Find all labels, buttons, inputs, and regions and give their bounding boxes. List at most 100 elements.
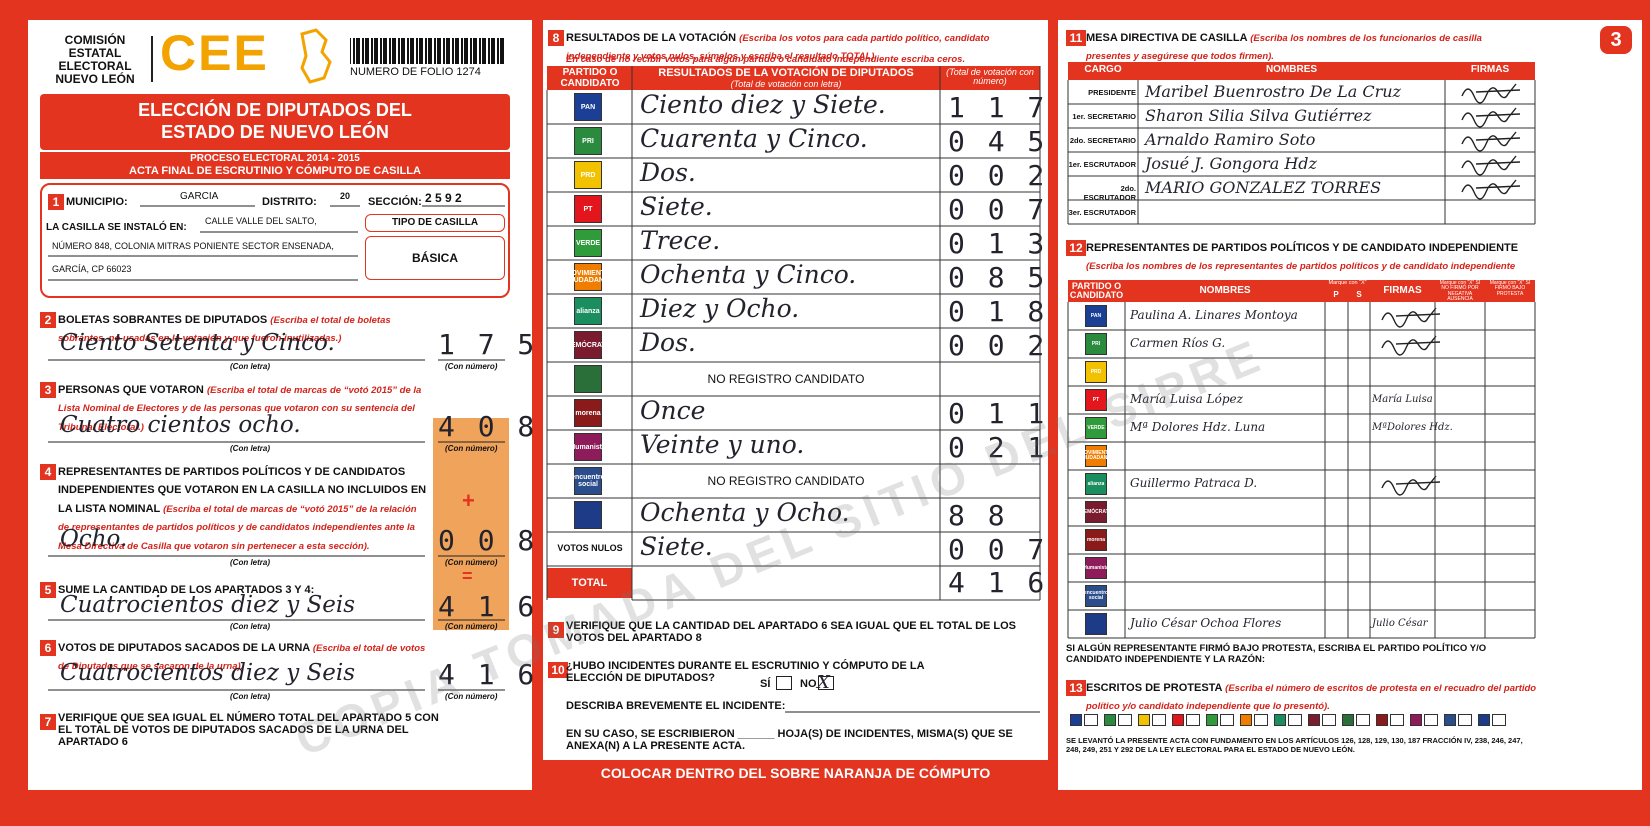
party-label: morena — [1086, 536, 1106, 543]
handwritten-letra: Ochenta y Cinco. — [640, 260, 857, 289]
folio: NUMERO DE FOLIO 1274 — [350, 66, 481, 78]
party-label: PT — [1092, 396, 1100, 403]
section-number: 5 — [40, 582, 56, 598]
orange-column — [433, 418, 509, 630]
tipo-box — [365, 236, 505, 280]
cargo: 1er. ESCRUTADOR — [1068, 160, 1136, 169]
signature-text: María Luisa — [1372, 394, 1433, 405]
total-cell — [547, 568, 632, 598]
party-label: alianza — [576, 307, 600, 315]
section-text: VERIFIQUE QUE LA CANTIDAD DEL APARTADO 6… — [566, 620, 1017, 644]
party-label: VERDE — [1087, 424, 1105, 431]
party-logo — [1085, 361, 1107, 383]
label: TIPO DE CASILLA — [391, 217, 479, 228]
name: MARIO GONZALEZ TORRES — [1145, 178, 1382, 197]
address: NÚMERO 848, COLONIA MITRAS PONIENTE SECT… — [52, 241, 334, 251]
note: (Escriba el total de votos de Diputados … — [58, 643, 426, 673]
letra: NO REGISTRO CANDIDATO — [707, 372, 865, 386]
option: NO — [800, 678, 817, 690]
party-label: DEMÓCRATA — [1085, 508, 1107, 515]
cargo: 1er. SECRETARIO — [1072, 112, 1136, 121]
caption: (Con letra) — [230, 692, 270, 701]
name: Maribel Buenrostro De La Cruz — [1145, 82, 1401, 101]
section-number: 10 — [548, 662, 568, 678]
tipo-label-box — [365, 214, 505, 232]
note: (Escriba el total de marcas de “votó 201… — [58, 503, 417, 552]
party-label: VOTOS NULOS — [557, 543, 623, 553]
handwritten-numero: 4 1 6 — [438, 590, 538, 623]
handwritten-numero: 0 2 1 — [948, 431, 1048, 464]
note: SI ALGÚN REPRESENTANTE FIRMÓ BAJO PROTES… — [1066, 643, 1487, 665]
party-logo-small — [1444, 714, 1456, 726]
label: LA CASILLA SE INSTALÓ EN: — [46, 222, 187, 233]
signature-text: Julio César — [1372, 618, 1428, 629]
party-logo — [574, 93, 602, 121]
letra: NO REGISTRO CANDIDATO — [707, 474, 865, 488]
party-logo-small — [1410, 714, 1422, 726]
handwritten-letra: Cuarenta y Cinco. — [640, 124, 868, 153]
note: En caso de no recibir votos para algún p… — [566, 54, 966, 65]
name: Carmen Ríos G. — [1130, 336, 1226, 350]
total-value: 4 1 6 — [948, 566, 1048, 599]
protest-box — [1152, 714, 1166, 726]
party-logo — [1085, 501, 1107, 523]
column-header: NOMBRES — [1265, 64, 1318, 75]
section-number: 8 — [548, 30, 564, 46]
party-label: VERDE — [575, 239, 601, 247]
option: SÍ — [760, 678, 771, 690]
name: María Luisa López — [1130, 392, 1243, 406]
column-header: PARTIDO O CANDIDATO — [560, 67, 620, 89]
party-label: alianza — [1087, 480, 1105, 487]
party-label: encuentro social — [1085, 590, 1107, 601]
section-number: 7 — [40, 714, 56, 730]
handwritten-numero: 4 0 8 — [438, 410, 538, 443]
column-header: Marque con “X” SI NO FIRMÓ POR NEGATIVA … — [1439, 280, 1481, 302]
handwritten-letra: Siete. — [640, 192, 713, 221]
party-logo — [1085, 585, 1107, 607]
page-number: 3 — [1610, 29, 1622, 51]
name: Guillermo Patraca D. — [1130, 476, 1258, 490]
section-number: 3 — [40, 382, 56, 398]
text-block: ESCRITOS DE PROTESTA (Escriba el número … — [1086, 678, 1541, 715]
party-logo — [574, 501, 602, 529]
party-logo — [1085, 473, 1107, 495]
caption: (Con letra) — [230, 558, 270, 567]
label: SECCIÓN: — [368, 196, 422, 208]
column-header: FIRMAS — [1470, 64, 1510, 75]
value: GARCIA — [180, 191, 219, 202]
handwritten-numero: 0 1 8 — [948, 295, 1048, 328]
org-name: COMISIÓN ESTATAL ELECTORAL NUEVO LEÓN — [55, 33, 135, 86]
column-header: S — [1356, 290, 1362, 299]
checkbox — [776, 676, 792, 690]
signature-text: MªDolores Hdz. — [1372, 422, 1453, 433]
caption: (Con número) — [445, 362, 498, 371]
caption: (Con número) — [445, 558, 498, 567]
note: (Escriba el total de boletas sobrantes, … — [58, 315, 391, 345]
protest-box — [1186, 714, 1200, 726]
table-header — [1068, 280, 1535, 302]
column-header: NOMBRES — [1199, 285, 1251, 296]
section-number: 11 — [1066, 30, 1086, 46]
handwritten-numero: 4 1 6 — [438, 658, 538, 691]
section-text: VERIFIQUE QUE SEA IGUAL EL NÚMERO TOTAL … — [58, 712, 439, 748]
handwritten-letra: Cuatro cientos ocho. — [60, 412, 301, 438]
handwritten-letra: Ciento diez y Siete. — [640, 90, 886, 119]
party-label: encuentro social — [574, 474, 602, 488]
caption: (Con letra) — [230, 362, 270, 371]
cargo: 3er. ESCRUTADOR — [1068, 208, 1136, 217]
party-logo-small — [1240, 714, 1252, 726]
handwritten-numero: 0 0 2 — [948, 159, 1048, 192]
party-logo — [574, 263, 602, 291]
protest-box — [1084, 714, 1098, 726]
protest-box — [1492, 714, 1506, 726]
handwritten-letra: Diez y Ocho. — [640, 294, 800, 323]
name: Julio César Ochoa Flores — [1130, 616, 1282, 630]
party-logo — [574, 467, 602, 495]
title-band — [40, 94, 510, 150]
column-header: PARTIDO O CANDIDATO — [1069, 281, 1124, 301]
column-header: Marque con “X” — [1328, 280, 1367, 286]
handwritten-numero: 1 1 7 — [948, 91, 1048, 124]
handwritten-letra: Dos. — [640, 328, 696, 357]
note: (Escriba el total de marcas de “votó 201… — [58, 385, 422, 433]
heading: REPRESENTANTES DE PARTIDOS POLÍTICOS Y D… — [1086, 242, 1519, 254]
